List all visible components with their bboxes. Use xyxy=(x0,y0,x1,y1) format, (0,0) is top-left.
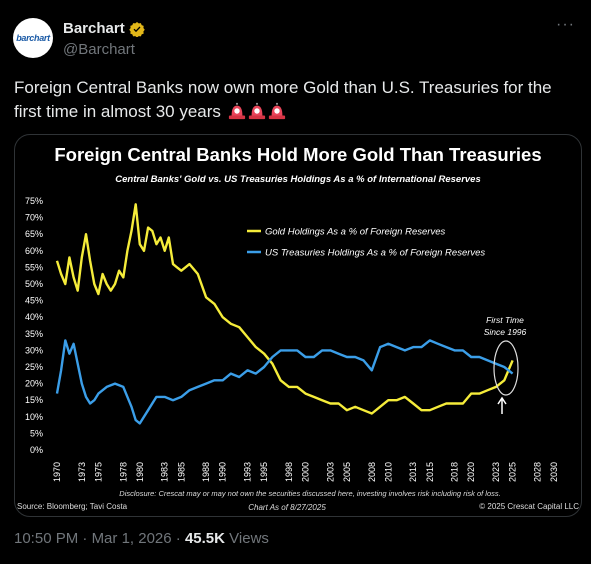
siren-icon xyxy=(248,102,265,120)
meta-separator: · xyxy=(82,530,88,547)
views-label: Views xyxy=(229,530,269,547)
treasuries-series-line xyxy=(55,339,514,425)
x-tick-label: 2025 xyxy=(508,462,518,482)
chart-image[interactable]: Foreign Central Banks Hold More Gold Tha… xyxy=(14,134,582,517)
chart-title: Foreign Central Banks Hold More Gold Tha… xyxy=(54,144,541,165)
x-tick-label: 1995 xyxy=(259,462,269,482)
x-tick-label: 1988 xyxy=(201,462,211,482)
y-tick-label: 10% xyxy=(25,412,43,422)
y-tick-label: 75% xyxy=(25,196,43,206)
views-count: 45.5K xyxy=(184,530,225,547)
x-tick-label: 1993 xyxy=(243,462,253,482)
x-tick-label: 1980 xyxy=(135,462,145,482)
gold-series-line xyxy=(55,203,514,415)
chart-date-text: Chart As of 8/27/2025 xyxy=(248,503,326,512)
x-tick-label: 2018 xyxy=(450,462,460,482)
legend-label: Gold Holdings As a % of Foreign Reserves xyxy=(265,227,445,238)
y-tick-label: 5% xyxy=(30,428,43,438)
x-tick-label: 2010 xyxy=(383,462,393,482)
disclosure-text: Disclosure: Crescat may or may not own t… xyxy=(119,489,500,498)
y-tick-label: 30% xyxy=(25,345,43,355)
avatar-logo-text: barchart xyxy=(16,33,50,43)
x-tick-label: 1978 xyxy=(118,462,128,482)
author-handle[interactable]: @Barchart xyxy=(63,41,135,58)
chart-subtitle: Central Banks' Gold vs. US Treasuries Ho… xyxy=(115,174,481,185)
source-text: Source: Bloomberg; Tavi Costa xyxy=(17,502,128,511)
x-tick-label: 2023 xyxy=(491,462,501,482)
y-tick-label: 65% xyxy=(25,229,43,239)
y-tick-label: 45% xyxy=(25,296,43,306)
y-tick-label: 70% xyxy=(25,213,43,223)
x-tick-label: 2008 xyxy=(367,462,377,482)
siren-icon xyxy=(228,102,245,120)
tweet-time[interactable]: 10:50 PM xyxy=(14,530,79,547)
x-tick-label: 2030 xyxy=(549,462,559,482)
y-tick-label: 40% xyxy=(25,312,43,322)
tweet-text: Foreign Central Banks now own more Gold … xyxy=(14,76,574,124)
x-tick-label: 2013 xyxy=(408,462,418,482)
author-name-row[interactable]: Barchart xyxy=(63,20,145,37)
x-tick-label: 1975 xyxy=(93,462,103,482)
verified-badge-icon xyxy=(128,21,145,37)
tweet-body: Foreign Central Banks now own more Gold … xyxy=(14,78,552,121)
y-tick-label: 15% xyxy=(25,395,43,405)
meta-separator: · xyxy=(175,530,181,547)
tweet-date[interactable]: Mar 1, 2026 xyxy=(91,530,172,547)
copyright-text: © 2025 Crescat Capital LLC xyxy=(479,502,579,511)
siren-emoji-group xyxy=(226,102,286,121)
y-tick-label: 0% xyxy=(30,445,43,455)
chart-svg: Foreign Central Banks Hold More Gold Tha… xyxy=(17,144,579,512)
annotation-arrow-icon xyxy=(497,396,507,414)
y-tick-label: 35% xyxy=(25,329,43,339)
y-tick-label: 60% xyxy=(25,246,43,256)
x-tick-label: 2000 xyxy=(301,462,311,482)
x-tick-label: 1973 xyxy=(77,462,87,482)
author-name[interactable]: Barchart xyxy=(63,20,125,37)
x-tick-label: 1990 xyxy=(218,462,228,482)
x-tick-label: 1985 xyxy=(176,462,186,482)
legend-label: US Treasuries Holdings As a % of Foreign… xyxy=(265,248,485,259)
x-tick-label: 2005 xyxy=(342,462,352,482)
siren-icon xyxy=(268,102,285,120)
x-tick-label: 1983 xyxy=(160,462,170,482)
more-options-icon[interactable]: ··· xyxy=(556,16,575,33)
annotation-ellipse xyxy=(493,340,519,396)
avatar[interactable]: barchart xyxy=(13,18,53,58)
annotation-text: First Time Since 1996 xyxy=(484,315,527,337)
y-tick-label: 55% xyxy=(25,262,43,272)
y-tick-label: 20% xyxy=(25,379,43,389)
tweet-meta: 10:50 PM · Mar 1, 2026 · 45.5K Views xyxy=(14,530,269,547)
x-tick-label: 1998 xyxy=(284,462,294,482)
x-tick-label: 2015 xyxy=(425,462,435,482)
x-tick-label: 2003 xyxy=(325,462,335,482)
x-tick-label: 2028 xyxy=(532,462,542,482)
y-tick-label: 25% xyxy=(25,362,43,372)
x-tick-label: 2020 xyxy=(466,462,476,482)
x-tick-label: 1970 xyxy=(52,462,62,482)
y-tick-label: 50% xyxy=(25,279,43,289)
